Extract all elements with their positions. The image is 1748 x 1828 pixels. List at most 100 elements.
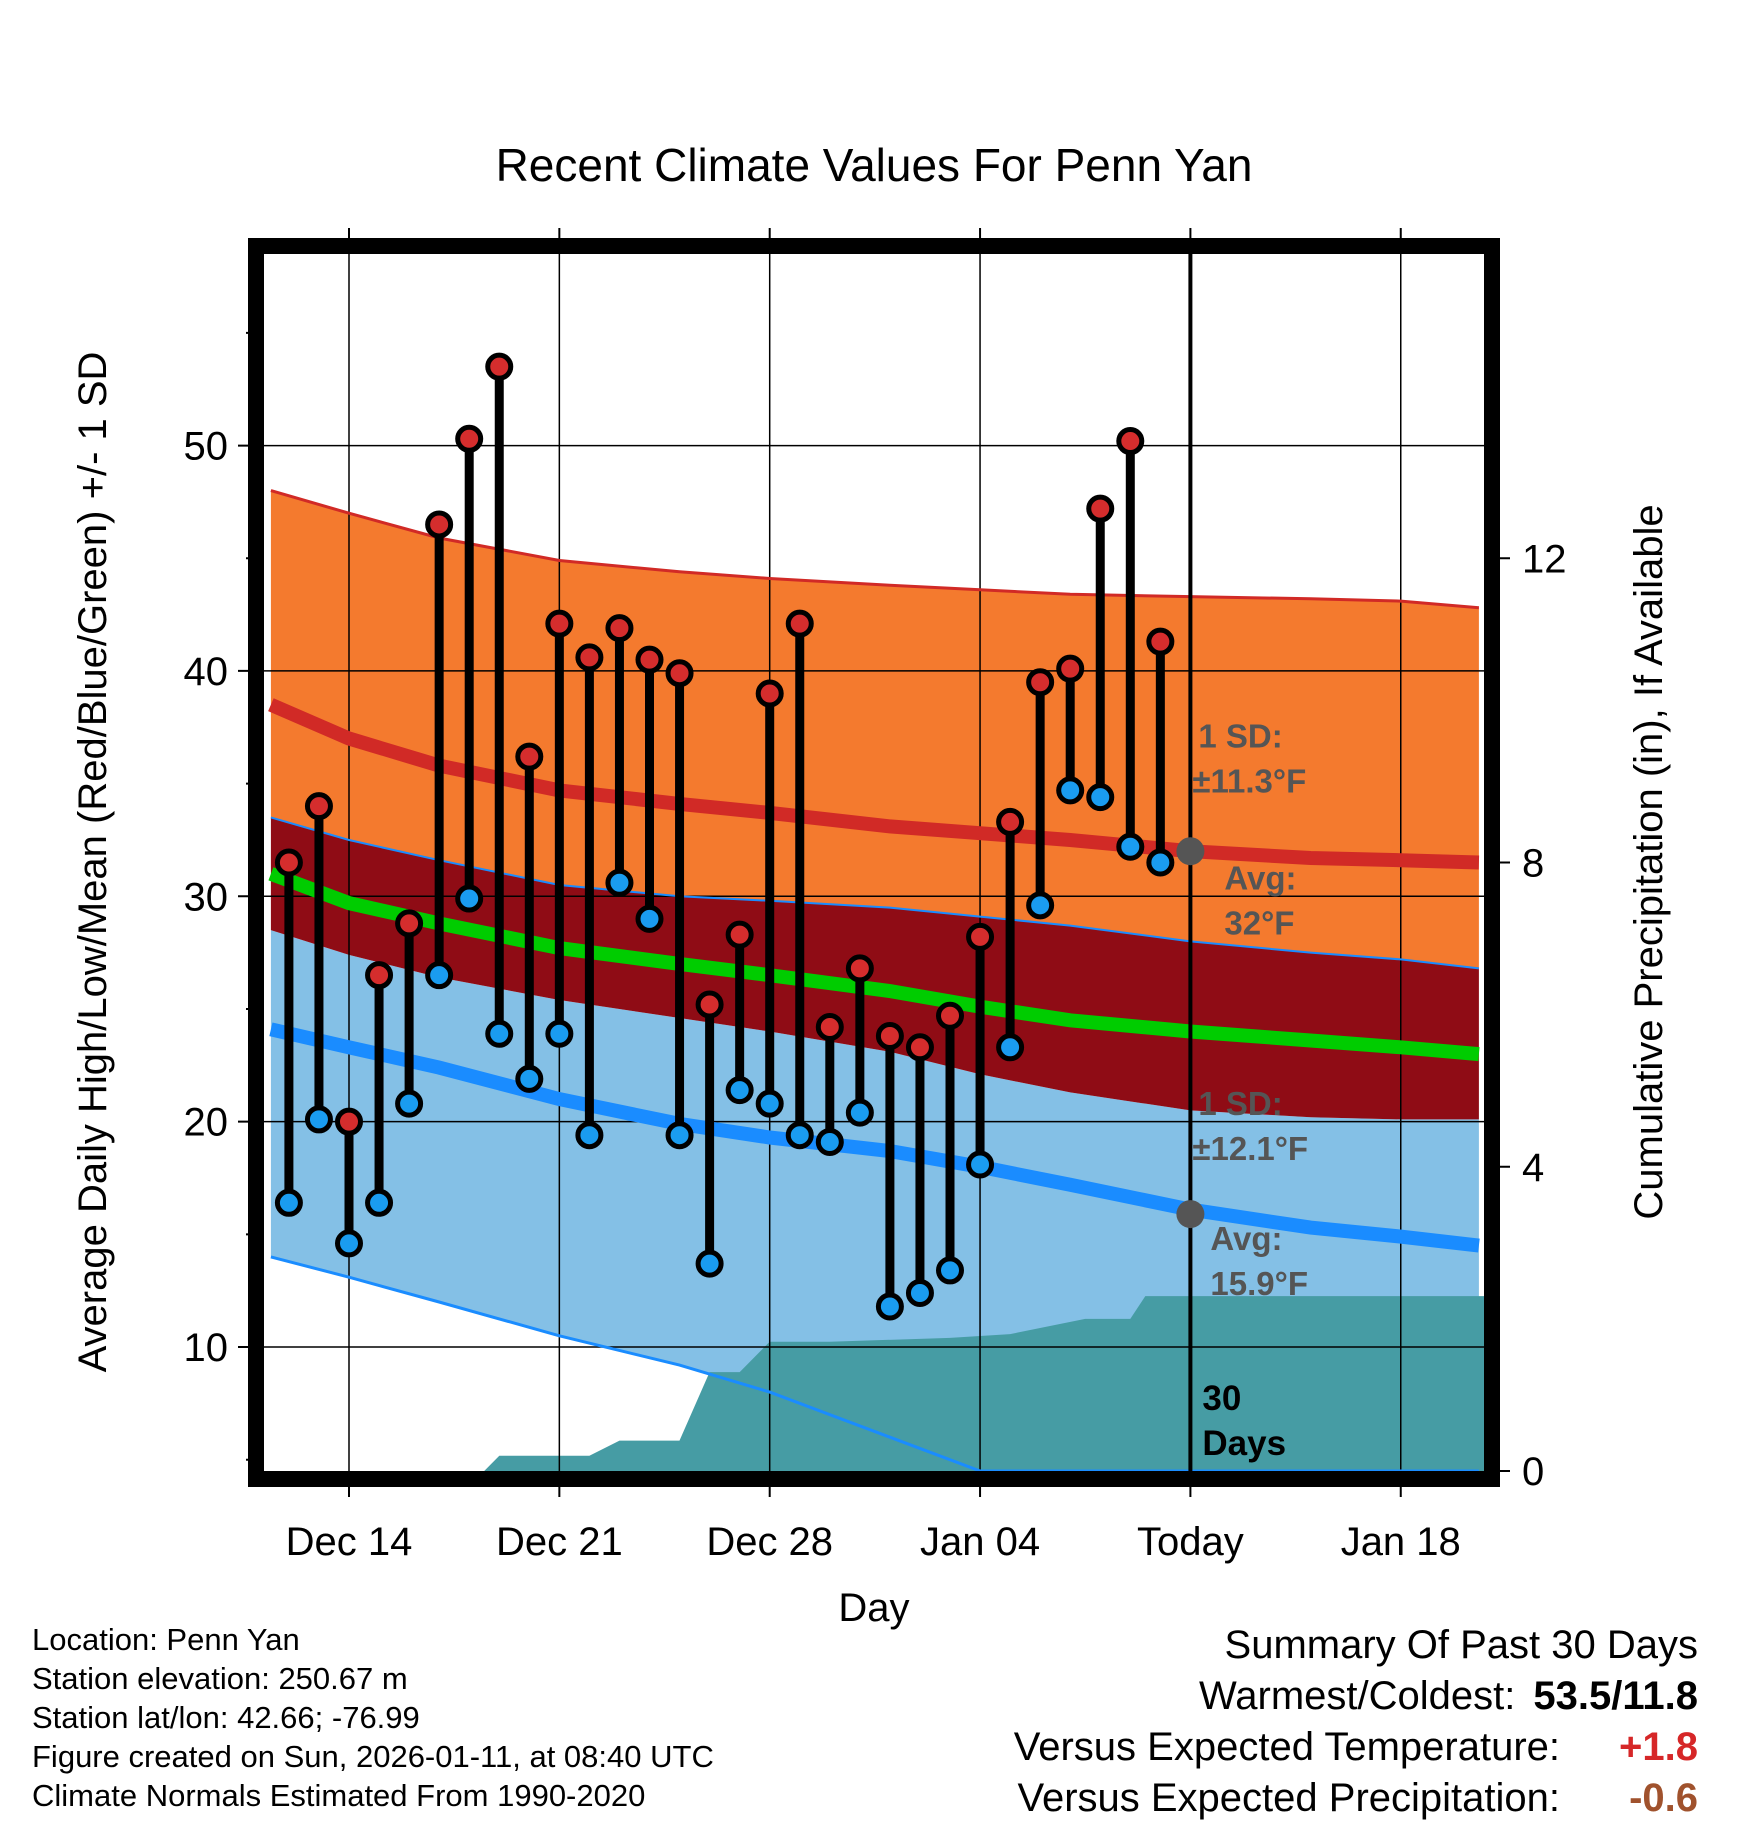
obs-high-point [485,352,514,381]
obs-low-point [1056,776,1085,805]
obs-low-point [515,1064,544,1093]
obs-low-point [875,1292,904,1321]
precip-value: -0.6 [1629,1776,1698,1820]
y2-tick-label: 0 [1522,1450,1544,1494]
obs-low-point [365,1188,394,1217]
info-location: Location: Penn Yan [32,1622,300,1657]
obs-high-point [575,643,604,672]
obs-high-point [304,792,333,821]
obs-high-point [545,609,574,638]
avg-low-marker [1176,1200,1205,1229]
high-avg-value: 32°F [1224,905,1294,942]
overlap-band [270,817,1479,1120]
obs-high-point [966,922,995,951]
obs-high-point [996,807,1025,836]
obs-low-point [545,1019,574,1048]
obs-high-point [335,1107,363,1136]
avg-high-marker [1176,837,1205,866]
x-tick-label: Jan 18 [1341,1520,1461,1564]
obs-low-point [304,1105,333,1134]
y-tick-label: 40 [184,650,229,694]
obs-high-point [1146,627,1175,656]
x-tick-label: Jan 04 [920,1520,1040,1564]
obs-low-point [1086,783,1115,812]
y2-tick-label: 8 [1522,842,1544,886]
annotations: 1 SD: ±11.3°F Avg: 32°F 1 SD: ±12.1°F Avg: 15.9… [1192,718,1308,1464]
obs-low-point [665,1121,694,1150]
temp-label: Versus Expected Temperature: [1013,1725,1560,1769]
low-lower-edge [270,1255,1479,1471]
obs-low-point [395,1089,424,1118]
high-sd-value: ±11.3°F [1192,763,1306,800]
obs-low-point [274,1188,303,1217]
window-label-number: 30 [1202,1379,1241,1418]
warm-cold-value: 53.5/11.8 [1533,1674,1698,1718]
high-avg-label: Avg: [1224,860,1296,897]
summary-precip: Versus Expected Precipitation: -0.6 [1014,1773,1698,1824]
high-sd-label: 1 SD: [1198,718,1282,755]
obs-low-point [575,1121,604,1150]
obs-high-point [605,614,634,643]
y-tick-label: 50 [184,425,229,469]
low-avg-value: 15.9°F [1210,1265,1308,1302]
warm-cold-label: Warmest/Coldest: [1199,1674,1516,1718]
summary-temp: Versus Expected Temperature: +1.8 [1014,1722,1698,1773]
obs-high-point [1056,654,1085,683]
precip-layer [264,1296,1484,1471]
obs-high-point [274,848,303,877]
obs-high-point [455,424,484,453]
temp-value: +1.8 [1619,1725,1698,1769]
obs-low-point [815,1127,844,1156]
x-tick-label: Dec 14 [286,1520,413,1564]
low-avg-label: Avg: [1210,1220,1282,1257]
obs-low-point [1116,832,1145,861]
obs-high-point [1116,427,1145,456]
obs-low-point [1026,891,1055,920]
obs-low-point [455,884,484,913]
obs-high-point [755,679,784,708]
obs-high-point [785,609,814,638]
summary-heading: Summary Of Past 30 Days [1224,1623,1698,1667]
info-created: Figure created on Sun, 2026-01-11, at 08… [32,1739,714,1774]
obs-low-point [635,904,664,933]
y2-tick-label: 4 [1522,1146,1544,1190]
x-title: Day [838,1586,909,1630]
today-layer [1176,254,1205,1471]
obs-high-point [936,1001,964,1030]
precip-area [264,1296,1484,1471]
obs-high-point [635,645,664,674]
obs-low-point [936,1256,964,1285]
obs-high-point [875,1022,904,1051]
y-tick-label: 20 [184,1101,229,1145]
obs-high-point [905,1033,934,1062]
obs-low-point [605,868,634,897]
obs-high-point [515,742,544,771]
x-tick-label: Dec 21 [496,1520,623,1564]
obs-high-point [365,961,394,990]
y-left-title: Average Daily High/Low/Mean (Red/Blue/Gr… [71,352,115,1373]
obs-high-point [845,954,874,983]
obs-high-point [725,920,754,949]
obs-low-point [905,1278,934,1307]
y-right-title: Cumulative Precipitation (in), If Availa… [1627,504,1671,1219]
obs-high-point [815,1013,844,1042]
low-sd-label: 1 SD: [1198,1085,1282,1122]
summary-panel: Summary Of Past 30 Days Warmest/Coldest:… [1014,1620,1698,1824]
y-tick-label: 30 [184,875,229,919]
obs-high-point [425,510,454,539]
window-label-unit: Days [1202,1424,1286,1463]
obs-high-point [1026,668,1055,697]
info-latlon: Station lat/lon: 42.66; -76.99 [32,1700,420,1735]
obs-low-point [695,1249,724,1278]
obs-high-point [395,909,424,938]
obs-low-point [725,1076,754,1105]
normal-bands [270,490,1479,1471]
x-tick-label: Today [1137,1520,1244,1564]
info-elevation: Station elevation: 250.67 m [32,1661,408,1696]
obs-high-point [695,990,724,1019]
station-info: Location: Penn Yan Station elevation: 25… [32,1620,714,1815]
y2-tick-label: 12 [1522,537,1567,581]
x-tick-label: Dec 28 [706,1520,833,1564]
low-sd-value: ±12.1°F [1192,1130,1308,1167]
